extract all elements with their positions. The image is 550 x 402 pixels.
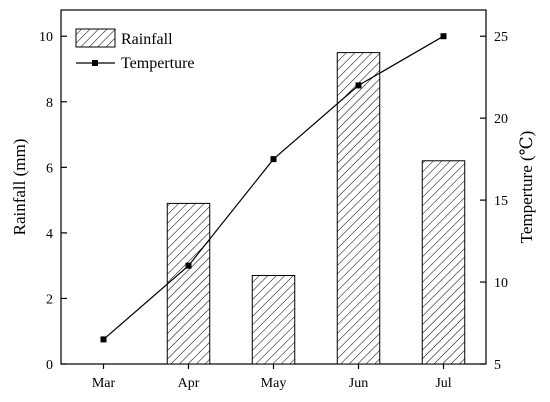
x-tick-label: May xyxy=(261,376,287,391)
x-tick-label: Jul xyxy=(435,376,451,391)
rainfall-bar xyxy=(421,160,466,365)
y-right-tick-label: 5 xyxy=(494,358,501,373)
line-layer xyxy=(100,33,447,343)
y-right-tick-label: 20 xyxy=(494,112,508,127)
legend-temperature-label: Temperture xyxy=(121,55,195,72)
y-left-tick-label: 0 xyxy=(46,358,53,373)
y-right-tick-label: 15 xyxy=(494,194,508,209)
y-axis-right-title: Temperture (℃) xyxy=(517,131,536,244)
legend: Rainfall Temperture xyxy=(75,28,195,72)
y-left-tick-label: 10 xyxy=(39,30,53,45)
rainfall-bar xyxy=(166,202,211,365)
temperature-point xyxy=(100,336,107,343)
axes-layer: 0 2 4 6 8 10 5 10 15 20 25 Mar Apr May Jun Jul xyxy=(39,30,508,391)
y-right-tick-label: 25 xyxy=(494,30,508,45)
temperature-point xyxy=(355,82,362,89)
y-right-tick-label: 10 xyxy=(494,276,508,291)
legend-temperature-marker xyxy=(92,60,98,66)
temperature-point xyxy=(185,262,192,269)
legend-rainfall-swatch xyxy=(75,28,116,48)
y-left-tick-label: 4 xyxy=(46,227,53,242)
y-axis-left-title: Rainfall (mm) xyxy=(10,139,29,236)
x-tick-label: Mar xyxy=(92,376,116,391)
rainfall-bar xyxy=(251,275,296,365)
y-left-tick-label: 8 xyxy=(46,96,53,111)
x-tick-label: Apr xyxy=(178,376,200,391)
temperature-point xyxy=(270,156,277,163)
y-left-tick-label: 2 xyxy=(46,292,53,307)
y-left-tick-label: 6 xyxy=(46,161,53,176)
bars-layer xyxy=(166,52,466,365)
temperature-point xyxy=(440,33,447,40)
x-tick-label: Jun xyxy=(349,376,368,391)
rainfall-bar xyxy=(336,52,381,365)
legend-rainfall-label: Rainfall xyxy=(121,31,173,48)
